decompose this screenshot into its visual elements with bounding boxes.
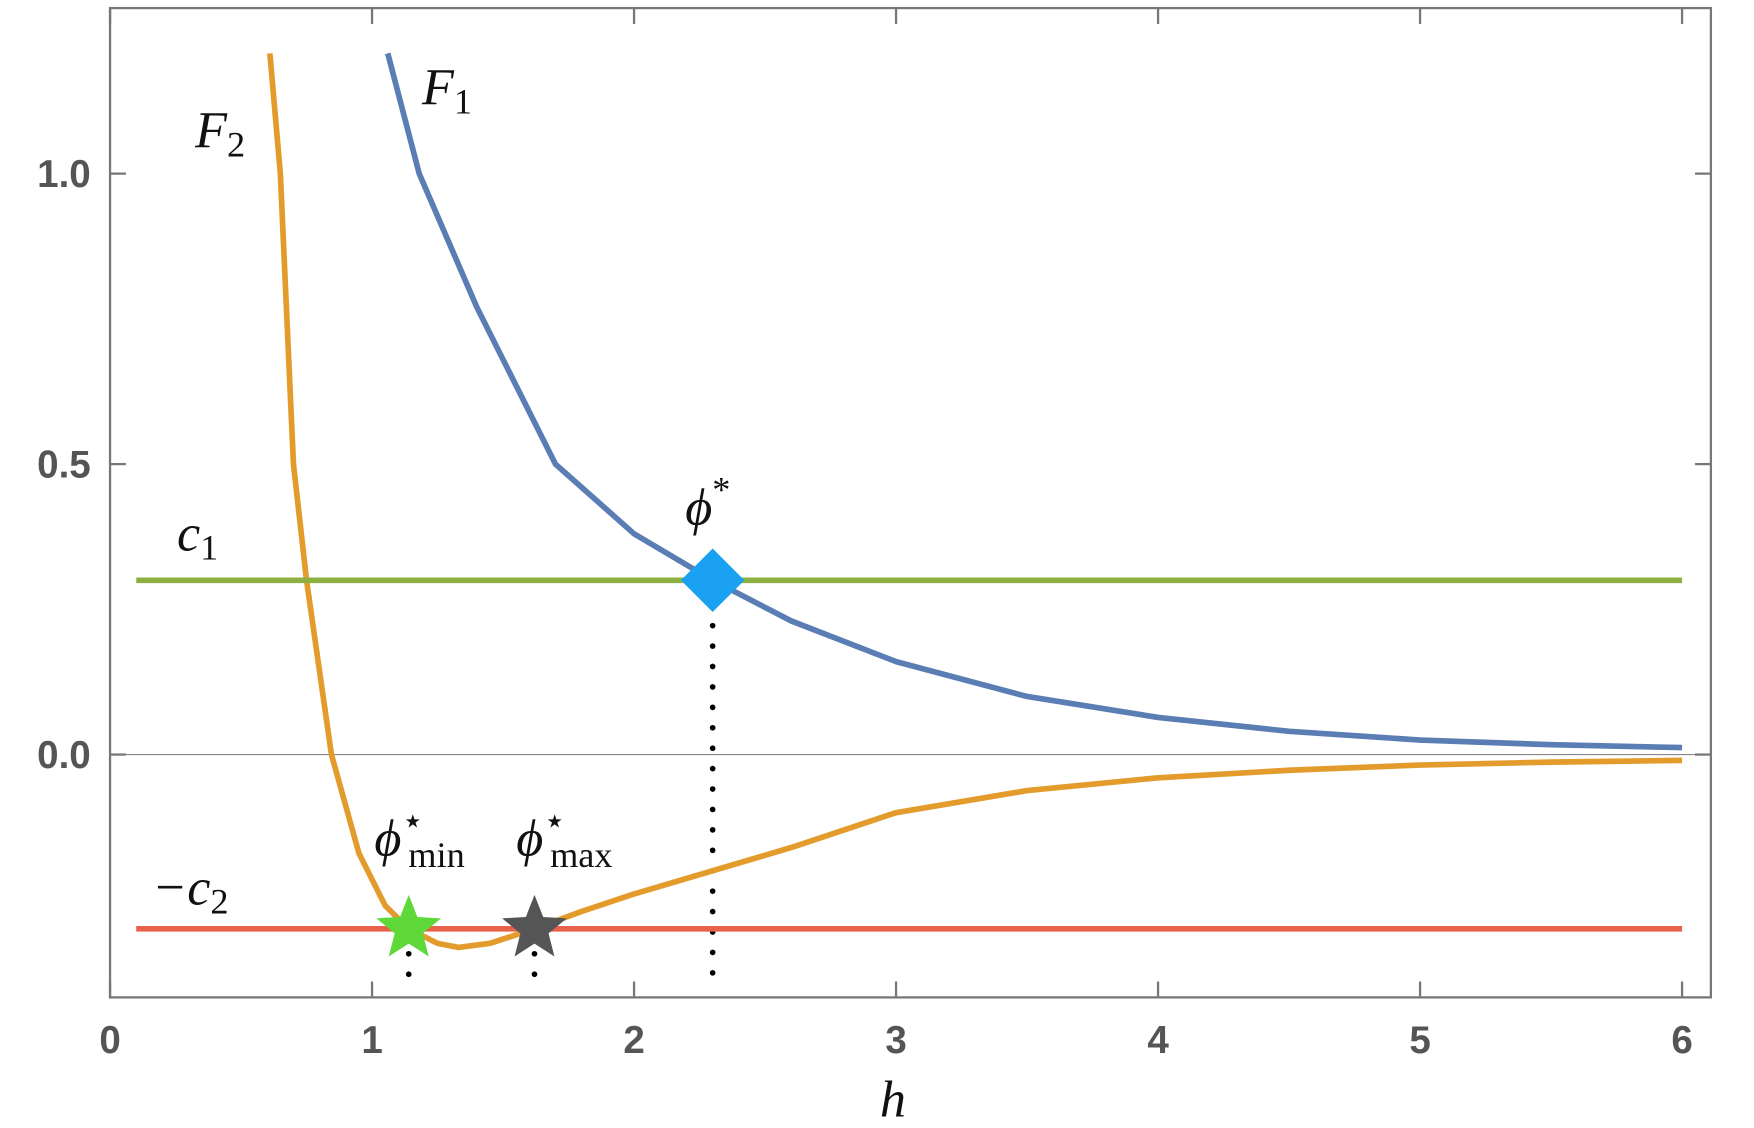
ticks: 0 1 2 3 4 5 6 0.0 0.5 1.0	[37, 8, 1711, 1062]
annotation-main: c	[177, 505, 200, 562]
annotation-main: F	[194, 103, 228, 160]
annotation: F1	[421, 60, 472, 122]
plot-markers	[376, 548, 745, 957]
plot-frame	[108, 6, 1713, 999]
x-tick-label: 0	[99, 1019, 120, 1062]
annotation-sup: ⋆	[543, 801, 566, 841]
x-tick-label: 3	[885, 1019, 906, 1062]
x-tick-label: 5	[1409, 1019, 1430, 1062]
annotation-sup: *	[712, 470, 730, 510]
diamond-marker	[680, 548, 745, 613]
annotation-main: ϕ	[685, 479, 712, 536]
annotation-main: ϕ	[374, 811, 401, 868]
plot-underlay	[110, 602, 1711, 978]
series-line	[385, 52, 1683, 751]
annotation-main: ϕ	[516, 811, 543, 868]
annotation-sub: 1	[454, 82, 472, 122]
y-tick-label: 0.0	[37, 734, 91, 777]
x-tick-label: 6	[1671, 1019, 1692, 1062]
annotation-main: −c	[152, 859, 210, 916]
x-axis-label: h	[880, 1072, 906, 1128]
annotation-sub: 2	[210, 881, 228, 921]
x-tick-label: 2	[623, 1019, 644, 1062]
annotation-sub: 2	[227, 125, 245, 165]
annotation-sup: ⋆	[401, 801, 424, 841]
annotation: F2	[194, 103, 245, 165]
annotation: −c2	[152, 859, 229, 921]
y-tick-label: 0.5	[37, 444, 91, 487]
y-tick-label: 1.0	[37, 153, 91, 196]
annotation-sub: max	[550, 835, 612, 875]
annotation-main: F	[421, 60, 455, 117]
series-line	[267, 53, 1683, 951]
star-marker	[376, 894, 442, 957]
annotation-sub: 1	[200, 527, 218, 567]
plot-lines	[136, 52, 1683, 951]
star-marker	[502, 894, 567, 957]
annotation: c1	[177, 505, 218, 567]
annotation-sub: min	[408, 835, 464, 875]
annotation: ϕ*	[685, 470, 730, 537]
annotation: ϕ⋆ min	[374, 801, 464, 875]
annotation: ϕ⋆ max	[516, 801, 612, 875]
x-tick-label: 1	[361, 1019, 382, 1062]
x-tick-label: 4	[1147, 1019, 1169, 1062]
